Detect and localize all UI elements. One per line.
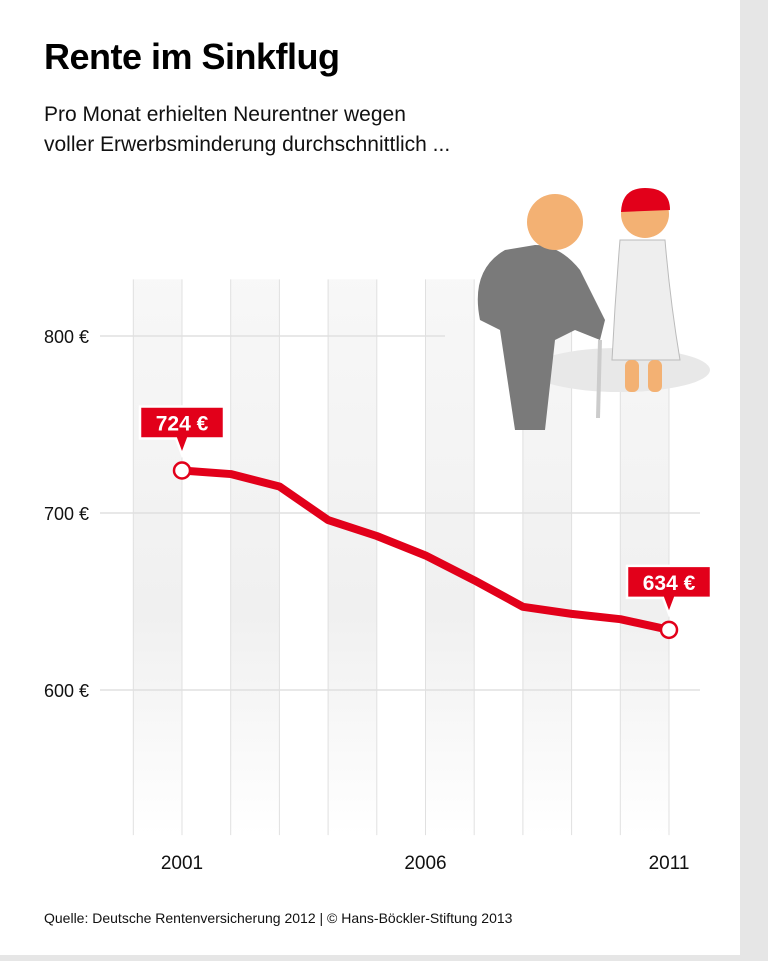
cane: [596, 339, 602, 419]
elderly-couple-illustration: [477, 188, 710, 430]
woman-body: [611, 239, 681, 361]
subtitle-line: Pro Monat erhielten Neurentner wegen: [44, 103, 406, 126]
woman-leg: [625, 360, 639, 392]
grid-band: [230, 279, 280, 836]
subtitle-line: voller Erwerbsminderung durchschnittlich…: [44, 133, 451, 156]
grid-band: [133, 279, 182, 836]
source-note: Quelle: Deutsche Rentenversicherung 2012…: [44, 910, 513, 926]
x-tick-label: 2001: [161, 853, 203, 874]
infographic-card: Rente im Sinkflug Pro Monat erhielten Ne…: [0, 0, 740, 955]
data-label: 634 €: [643, 572, 696, 595]
woman-hair: [621, 188, 670, 212]
value-callout: [138, 405, 226, 459]
grid-band: [328, 279, 377, 836]
value-callout: [625, 564, 713, 618]
chart-title: Rente im Sinkflug: [44, 36, 340, 77]
man-body: [477, 245, 605, 430]
y-tick-label: 600 €: [44, 681, 89, 701]
woman-leg: [648, 360, 662, 392]
man-head: [527, 194, 583, 250]
data-label: 724 €: [156, 413, 209, 436]
y-tick-label: 700 €: [44, 504, 89, 524]
x-tick-label: 2011: [649, 853, 690, 874]
x-tick-label: 2006: [404, 853, 446, 874]
highlight-marker: [659, 620, 679, 640]
chart-subtitle: Pro Monat erhielten Neurentner wegen vol…: [44, 100, 450, 160]
data-line: [181, 466, 670, 634]
y-tick-label: 800 €: [44, 327, 89, 347]
highlight-marker: [172, 461, 192, 480]
